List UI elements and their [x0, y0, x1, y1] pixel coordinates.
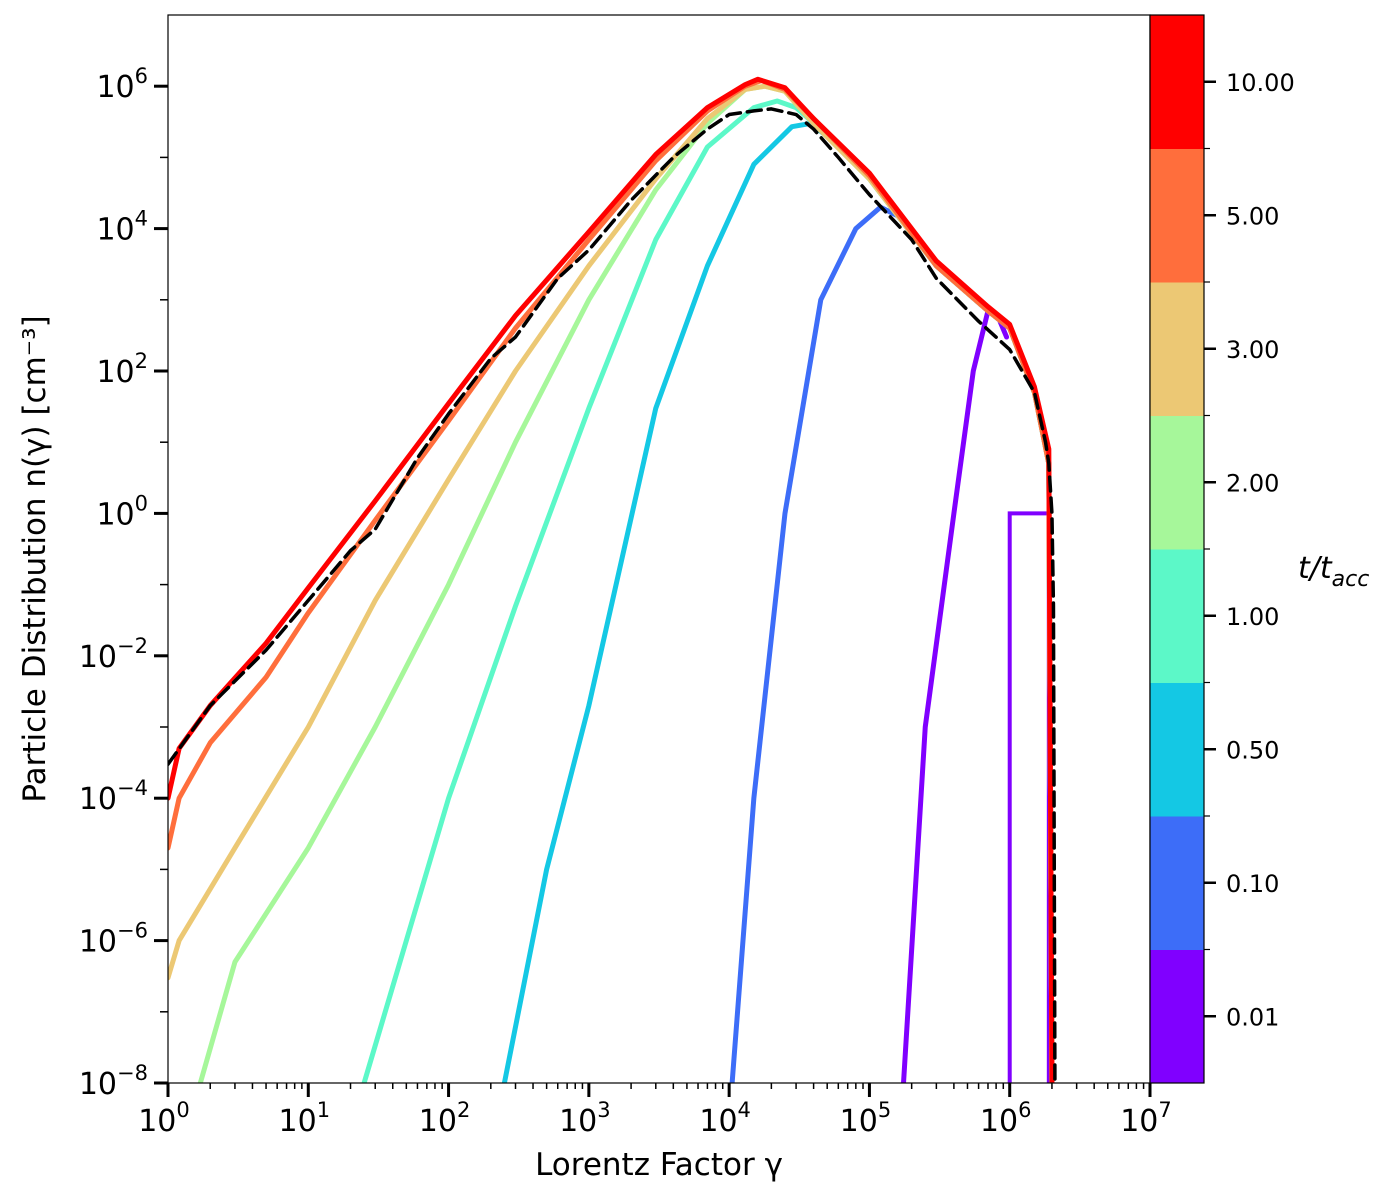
series-line-t-0.10	[729, 204, 1055, 1083]
colorbar-tick-label: 10.00	[1226, 69, 1295, 97]
series-line-t-1.00	[361, 98, 1055, 1083]
colorbar-segment	[1150, 415, 1204, 550]
y-tick-label: 10−4	[79, 776, 148, 817]
y-axis: 10−8 10−6 10−4 10−2 100 102 104 106	[79, 64, 168, 1102]
colorbar-tick-label: 1.00	[1226, 603, 1279, 631]
colorbar-title: t/tacc	[1298, 551, 1369, 592]
y-tick-label: 104	[96, 207, 148, 248]
series-step-t-0.01	[1007, 511, 1051, 1083]
colorbar-segment	[1150, 282, 1204, 416]
x-axis: 100 101 102 103 104 105 106 107	[138, 1083, 1172, 1139]
colorbar-tick-label: 0.50	[1226, 736, 1279, 764]
y-tick-label: 10−2	[79, 634, 148, 675]
colorbar-segment	[1150, 949, 1204, 1084]
y-tick-label: 106	[96, 64, 148, 105]
colorbar-tick-label: 5.00	[1226, 202, 1279, 230]
x-tick-label: 104	[699, 1098, 751, 1139]
y-axis-label: Particle Distribution n(γ) [cm⁻³]	[17, 315, 53, 802]
colorbar-tick-label: 0.01	[1226, 1003, 1279, 1031]
series-line-t-5.00	[168, 78, 1055, 1083]
x-tick-label: 106	[980, 1098, 1032, 1139]
colorbar-segment	[1150, 148, 1204, 283]
series-line-dashed	[168, 107, 1057, 1083]
colorbar: 0.01 0.10 0.50 1.00 2.00 3.00 5.00 10.00 t/tacc	[1149, 14, 1369, 1084]
x-tick-label: 103	[559, 1098, 611, 1139]
x-tick-label: 107	[1120, 1098, 1172, 1139]
x-tick-label: 102	[419, 1098, 471, 1139]
series-layer	[168, 76, 1057, 1083]
x-tick-label: 101	[279, 1098, 331, 1139]
x-tick-label: 100	[138, 1098, 190, 1139]
colorbar-tick-label: 3.00	[1226, 336, 1279, 364]
colorbar-tick-label: 0.10	[1226, 870, 1279, 898]
colorbar-segment	[1150, 682, 1204, 817]
y-tick-label: 10−6	[79, 919, 148, 960]
colorbar-tick-label: 2.00	[1226, 469, 1279, 497]
y-tick-label: 10−8	[79, 1061, 148, 1102]
x-axis-label: Lorentz Factor γ	[535, 1147, 783, 1183]
y-tick-label: 102	[96, 349, 148, 390]
colorbar-segment	[1150, 816, 1204, 950]
y-tick-label: 100	[96, 491, 148, 532]
series-line-t-0.01	[901, 308, 1010, 1083]
colorbar-segment	[1150, 549, 1204, 683]
x-tick-label: 105	[840, 1098, 892, 1139]
series-line-t-10.00	[168, 76, 1055, 1083]
colorbar-segment	[1150, 15, 1204, 149]
